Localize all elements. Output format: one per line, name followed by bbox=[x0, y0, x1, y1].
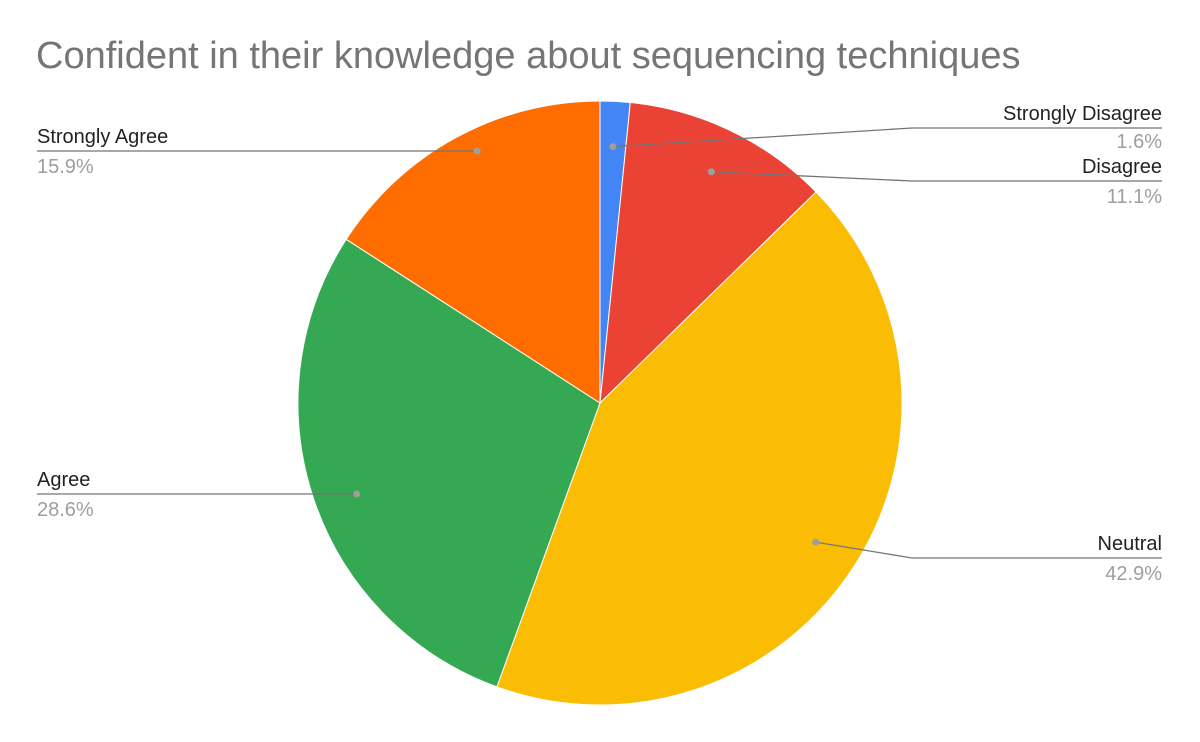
leader-lines bbox=[37, 127, 1162, 559]
leader-dot-agree bbox=[353, 490, 361, 498]
pie-slice-strongly-agree bbox=[345, 100, 601, 404]
slice-percent-strongly-disagree: 1.6% bbox=[1116, 131, 1162, 153]
slice-label-neutral: Neutral bbox=[1098, 533, 1162, 555]
slice-label-agree: Agree bbox=[37, 469, 90, 491]
leader-line-neutral bbox=[815, 541, 1162, 559]
leader-dot-strongly-agree bbox=[473, 147, 481, 155]
slice-percent-strongly-agree: 15.9% bbox=[37, 156, 94, 178]
slice-labels: Strongly Disagree 1.6% Disagree 11.1% Neutra… bbox=[37, 103, 1162, 585]
pie-slice-neutral bbox=[496, 191, 903, 706]
leader-line-disagree bbox=[711, 171, 1162, 182]
pie-slices bbox=[297, 100, 903, 706]
slice-percent-disagree: 11.1% bbox=[1107, 186, 1162, 208]
pie-slice-disagree bbox=[599, 101, 817, 405]
slice-label-disagree: Disagree bbox=[1082, 156, 1162, 178]
chart-title: Confident in their knowledge about seque… bbox=[36, 35, 1020, 77]
leader-line-strongly-disagree bbox=[612, 127, 1162, 148]
slice-label-strongly-disagree: Strongly Disagree bbox=[1003, 103, 1162, 125]
slice-percent-neutral: 42.9% bbox=[1105, 563, 1162, 585]
pie-slice-agree bbox=[297, 238, 601, 688]
leader-dot-disagree bbox=[707, 168, 715, 176]
slice-label-strongly-agree: Strongly Agree bbox=[37, 126, 168, 148]
leader-dot-neutral bbox=[812, 538, 820, 546]
leader-dot-strongly-disagree bbox=[609, 143, 617, 151]
slice-percent-agree: 28.6% bbox=[37, 499, 94, 521]
